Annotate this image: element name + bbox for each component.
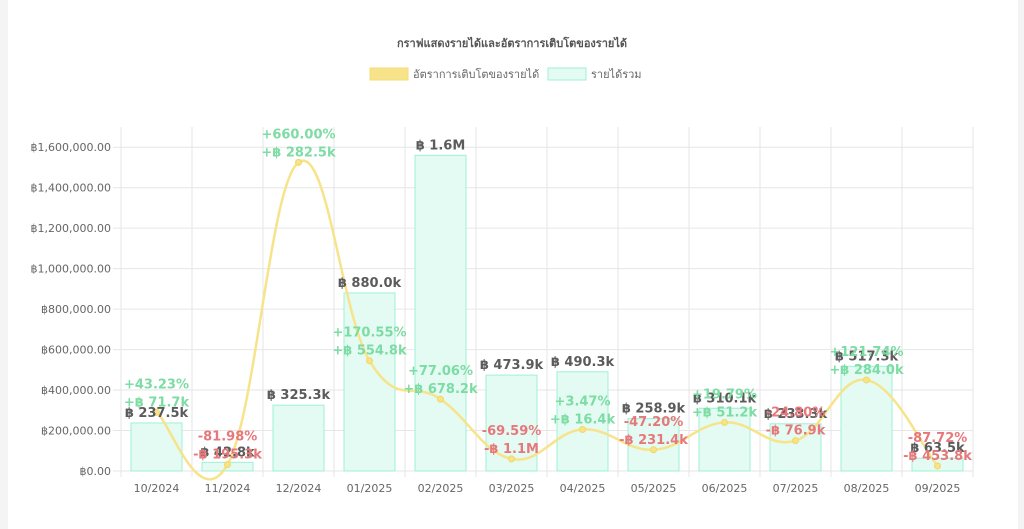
y-axis: ฿0.00 ฿200,000.00 ฿400,000.00 ฿600,000.00 ฿8… (31, 141, 111, 478)
x-tick-label: 01/2025 (347, 482, 393, 495)
growth-percent-label: +170.55% (332, 326, 406, 341)
growth-change-label: +฿ 71.7k (124, 395, 190, 410)
growth-percent-label: -47.20% (624, 415, 684, 430)
revenue-label: ฿ 473.9k (480, 358, 544, 373)
legend-swatch-line[interactable] (369, 67, 409, 81)
growth-point (366, 357, 373, 365)
y-tick-label: ฿800,000.00 (41, 303, 111, 316)
revenue-label: ฿ 42.8k (200, 445, 255, 460)
revenue-label: ฿ 237.5k (125, 406, 189, 421)
growth-change-label: -฿ 195.3k (193, 448, 262, 463)
growth-point (934, 462, 941, 470)
growth-change-label: -฿ 453.8k (903, 449, 972, 464)
growth-percent-label: -69.59% (482, 424, 542, 439)
growth-change-label: -฿ 76.9k (766, 424, 826, 439)
y-tick-label: ฿1,600,000.00 (31, 141, 111, 154)
growth-percent-label: +19.79% (692, 387, 757, 402)
growth-point (792, 437, 799, 445)
growth-percent-label: +43.23% (124, 377, 189, 392)
data-labels: ฿ 237.5k +43.23% +฿ 71.7k ฿ 42.8k-81.98% -฿ … (124, 127, 972, 464)
revenue-bar (769, 423, 822, 472)
revenue-bar (272, 404, 325, 472)
growth-point (508, 455, 515, 463)
y-tick-label: ฿0.00 (80, 465, 112, 478)
growth-percent-label: +3.47% (555, 395, 611, 410)
x-tick-label: 02/2025 (418, 482, 464, 495)
revenue-label: ฿ 310.1k (693, 391, 757, 406)
x-axis: 10/2024 11/2024 12/2024 01/2025 02/2025 03/20… (134, 482, 961, 495)
x-tick-label: 10/2024 (134, 482, 180, 495)
growth-percent-label: -87.72% (908, 431, 968, 446)
revenue-label: ฿ 325.3k (267, 388, 331, 403)
y-tick-label: ฿400,000.00 (41, 384, 111, 397)
x-tick-label: 11/2024 (205, 482, 251, 495)
x-tick-label: 09/2025 (915, 482, 961, 495)
legend-label-bar[interactable]: รายได้รวม (591, 68, 642, 81)
growth-change-label: +฿ 16.4k (550, 413, 616, 428)
chart-title: กราฟแสดงรายได้และอัตราการเติบโตของรายได้ (397, 36, 627, 50)
growth-point (224, 461, 231, 469)
revenue-label: ฿ 517.3k (835, 349, 899, 364)
x-tick-label: 04/2025 (560, 482, 606, 495)
growth-point (579, 426, 586, 434)
revenue-label: ฿ 880.0k (338, 276, 402, 291)
growth-change-label: +฿ 282.5k (261, 145, 336, 160)
y-tick-label: ฿1,200,000.00 (31, 222, 111, 235)
revenue-bar (414, 154, 467, 472)
growth-point (437, 395, 444, 403)
growth-percent-label: +77.06% (408, 364, 473, 379)
y-tick-label: ฿1,400,000.00 (31, 182, 111, 195)
revenue-bar (130, 422, 183, 472)
y-tick-label: ฿200,000.00 (41, 425, 111, 438)
growth-point (295, 158, 302, 166)
revenue-label: ฿ 258.9k (622, 402, 686, 417)
growth-percent-label: -24.80% (766, 406, 826, 421)
revenue-label: ฿ 233.3k (764, 407, 828, 422)
growth-change-label: +฿ 284.0k (829, 363, 904, 378)
revenue-label: ฿ 63.5k (910, 441, 965, 456)
x-tick-label: 08/2025 (844, 482, 890, 495)
growth-percent-label: +660.00% (261, 127, 335, 142)
x-tick-label: 12/2024 (276, 482, 322, 495)
legend-swatch-bar[interactable] (547, 67, 587, 81)
y-tick-label: ฿1,000,000.00 (31, 263, 111, 276)
growth-point (153, 408, 160, 416)
growth-points (153, 158, 941, 470)
growth-change-label: +฿ 554.8k (332, 344, 407, 359)
x-tick-label: 07/2025 (773, 482, 819, 495)
revenue-label: ฿ 490.3k (551, 355, 615, 370)
revenue-bar (556, 371, 609, 472)
grid (113, 127, 974, 477)
x-tick-label: 06/2025 (702, 482, 748, 495)
revenue-label: ฿ 1.6M (416, 138, 466, 153)
x-tick-label: 05/2025 (631, 482, 677, 495)
x-tick-label: 03/2025 (489, 482, 535, 495)
growth-point (863, 376, 870, 384)
legend-label-line[interactable]: อัตราการเติบโตของรายได้ (413, 67, 539, 81)
growth-change-label: +฿ 678.2k (403, 382, 478, 397)
growth-change-label: -฿ 231.4k (619, 433, 688, 448)
y-tick-label: ฿600,000.00 (41, 344, 111, 357)
growth-point (721, 418, 728, 426)
growth-percent-label: +121.74% (829, 345, 903, 360)
revenue-bar (485, 374, 538, 472)
legend[interactable]: อัตราการเติบโตของรายได้ รายได้รวม (369, 67, 642, 81)
growth-point (650, 446, 657, 454)
growth-change-label: +฿ 51.2k (692, 405, 758, 420)
revenue-bar (627, 418, 680, 472)
revenue-bar (698, 407, 751, 472)
growth-change-label: -฿ 1.1M (484, 442, 539, 457)
growth-percent-label: -81.98% (198, 430, 258, 445)
